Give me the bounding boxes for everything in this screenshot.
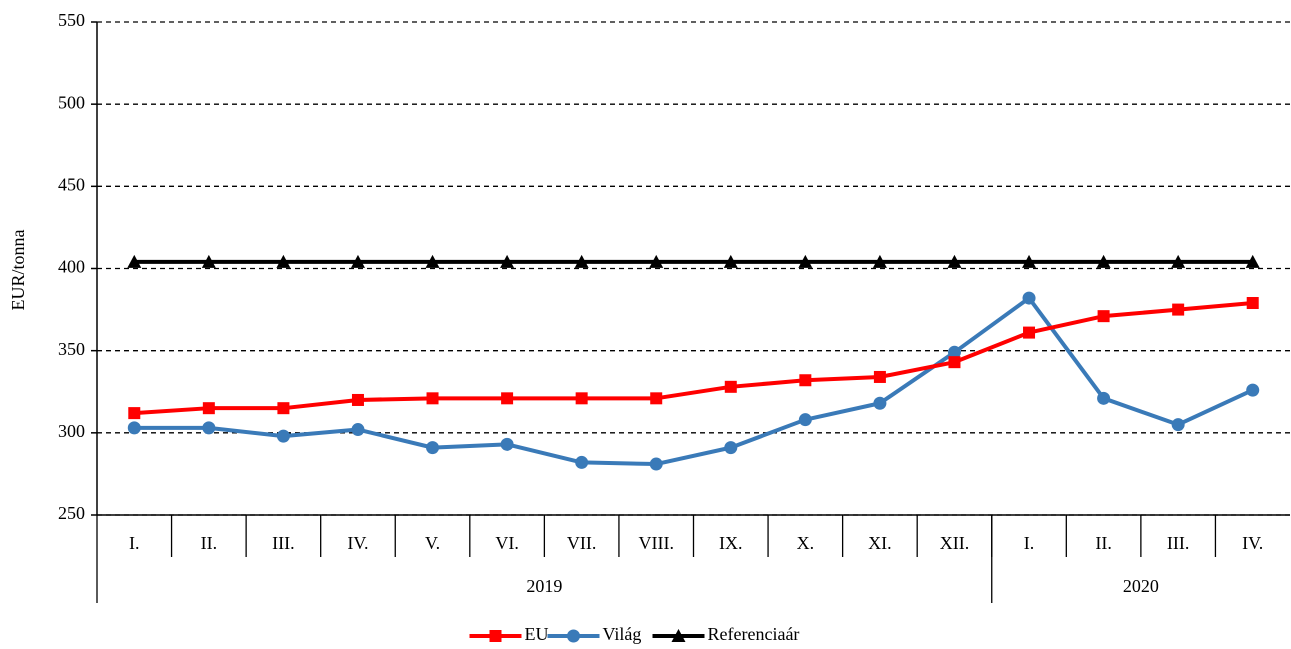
legend-label: EU: [525, 624, 549, 644]
marker: [724, 380, 737, 393]
series-line: [134, 296, 1254, 467]
marker: [567, 629, 580, 643]
marker: [575, 392, 588, 405]
marker: [798, 254, 813, 268]
x-tick-label: XII.: [940, 533, 970, 553]
marker: [723, 254, 738, 268]
marker: [947, 345, 961, 359]
y-tick-label: 300: [58, 421, 85, 441]
series-line: [134, 301, 1253, 416]
marker: [489, 630, 502, 642]
x-tick-label: III.: [272, 533, 294, 553]
marker: [426, 441, 440, 455]
marker: [1023, 326, 1036, 339]
x-tick-label: VI.: [495, 533, 519, 553]
y-tick-label: 550: [58, 10, 85, 30]
marker: [671, 629, 686, 642]
x-tick-label: I.: [129, 533, 140, 553]
x-tick-label: VII.: [567, 533, 597, 553]
marker: [574, 254, 589, 268]
y-axis-label: EUR/tonna: [8, 229, 28, 310]
marker: [1245, 254, 1260, 268]
y-tick-label: 350: [58, 339, 85, 359]
legend-label: Világ: [603, 624, 642, 644]
marker: [799, 374, 812, 387]
marker: [127, 254, 142, 268]
marker: [1246, 383, 1260, 397]
group-label: 2020: [1123, 576, 1159, 596]
marker: [1097, 391, 1111, 405]
marker: [948, 356, 961, 369]
x-tick-label: IV.: [347, 533, 368, 553]
marker: [1097, 310, 1110, 323]
marker: [873, 396, 887, 410]
x-tick-label: I.: [1024, 533, 1035, 553]
y-tick-label: 250: [58, 503, 85, 523]
marker: [276, 254, 291, 268]
marker: [1022, 291, 1036, 305]
marker: [276, 429, 290, 443]
x-tick-label: IX.: [719, 533, 743, 553]
marker: [872, 254, 887, 268]
legend-label: Referenciaár: [708, 624, 800, 644]
x-tick-label: II.: [1095, 533, 1112, 553]
marker: [873, 370, 886, 383]
x-tick-label: VIII.: [638, 533, 673, 553]
marker: [649, 457, 663, 471]
marker: [724, 441, 738, 455]
y-tick-label: 400: [58, 257, 85, 277]
y-tick-label: 500: [58, 92, 85, 112]
marker: [1172, 303, 1185, 316]
x-tick-label: II.: [201, 533, 218, 553]
marker: [1171, 254, 1186, 268]
marker: [649, 254, 664, 268]
marker: [575, 455, 589, 469]
marker: [425, 254, 440, 268]
marker: [1171, 418, 1185, 432]
x-tick-label: IV.: [1242, 533, 1263, 553]
group-label: 2019: [526, 576, 562, 596]
marker: [127, 421, 141, 435]
marker: [500, 254, 515, 268]
marker: [128, 407, 141, 420]
x-tick-label: V.: [425, 533, 440, 553]
marker: [351, 423, 365, 437]
marker: [426, 392, 439, 405]
marker: [500, 437, 514, 451]
marker: [650, 392, 663, 405]
marker: [202, 421, 216, 435]
x-tick-label: X.: [797, 533, 815, 553]
x-tick-label: III.: [1167, 533, 1189, 553]
marker: [350, 254, 365, 268]
x-tick-label: XI.: [868, 533, 892, 553]
marker: [201, 254, 216, 268]
marker: [351, 393, 364, 406]
marker: [1246, 297, 1259, 310]
marker: [202, 402, 215, 415]
y-tick-label: 450: [58, 174, 85, 194]
marker: [798, 413, 812, 427]
marker: [947, 254, 962, 268]
marker: [1022, 254, 1037, 268]
marker: [501, 392, 514, 405]
legend: EU Világ Referenciaár: [469, 624, 800, 644]
marker: [1096, 254, 1111, 268]
marker: [277, 402, 290, 415]
